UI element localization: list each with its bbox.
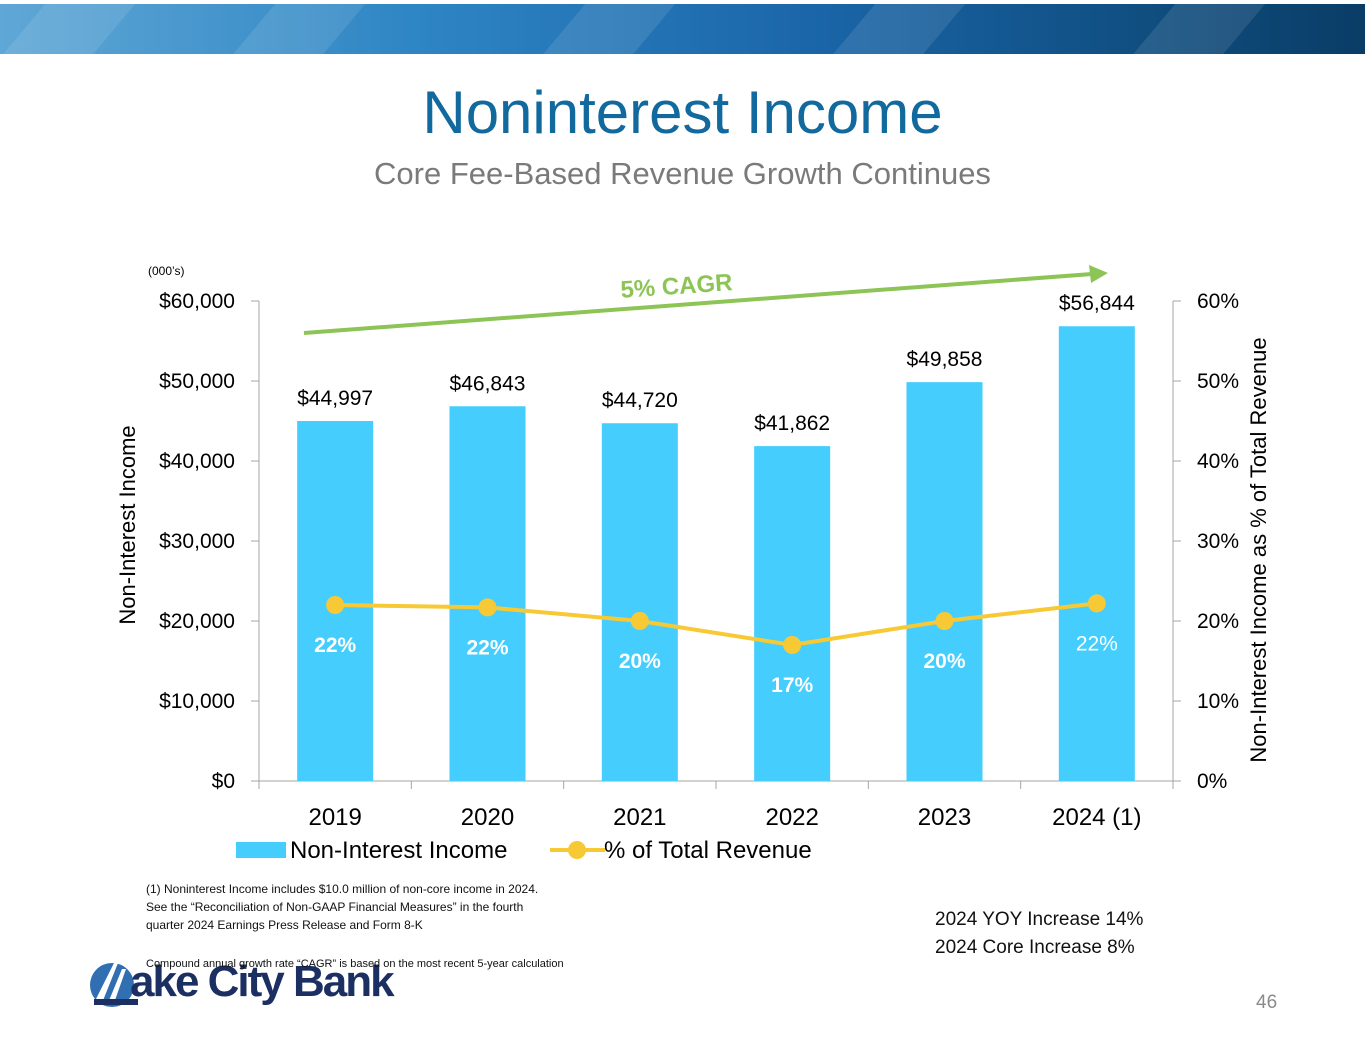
- y2-tick-label: 30%: [1197, 530, 1239, 553]
- lake-city-bank-logo: ake City Bank: [88, 955, 418, 1017]
- percent-label: 22%: [1076, 632, 1118, 655]
- y-tick-label: $60,000: [159, 290, 235, 313]
- y-tick-label: $50,000: [159, 370, 235, 393]
- bar: [754, 446, 831, 781]
- percent-point: [478, 598, 497, 617]
- x-tick-label: 2024 (1): [1052, 804, 1141, 831]
- page-subtitle: Core Fee-Based Revenue Growth Continues: [374, 156, 991, 191]
- percent-label: 22%: [314, 634, 356, 657]
- x-tick-label: 2019: [308, 804, 361, 831]
- bar-value-label: $56,844: [1059, 292, 1135, 315]
- y-tick-label: $20,000: [159, 610, 235, 633]
- percent-label: 20%: [619, 650, 661, 673]
- page-number: 46: [1256, 992, 1278, 1013]
- y2-tick-label: 40%: [1197, 450, 1239, 473]
- bar: [906, 382, 983, 781]
- y2-tick-label: 0%: [1197, 770, 1227, 793]
- x-tick-label: 2020: [461, 804, 514, 831]
- header-banner: [0, 4, 1365, 54]
- x-tick-label: 2022: [765, 804, 818, 831]
- percent-point: [326, 596, 345, 614]
- percent-point: [1087, 594, 1106, 613]
- y-axis-title: Non-Interest Income: [115, 425, 140, 624]
- footnote-cagr: Compound annual growth rate “CAGR” is ba…: [146, 958, 564, 970]
- percent-point: [935, 612, 954, 630]
- x-tick-label: 2021: [613, 804, 666, 831]
- bar: [449, 406, 526, 781]
- bar: [1058, 326, 1135, 781]
- percent-label: 22%: [466, 636, 508, 659]
- legend-label-line: % of Total Revenue: [604, 837, 812, 864]
- bar-value-label: $49,858: [907, 348, 983, 371]
- y-tick-label: $0: [212, 770, 235, 793]
- bar-value-label: $44,997: [297, 387, 373, 410]
- bar-value-label: $41,862: [754, 412, 830, 435]
- legend-label-bars: Non-Interest Income: [290, 837, 507, 864]
- y-tick-label: $30,000: [159, 530, 235, 553]
- footnote-reconciliation: (1) Noninterest Income includes $10.0 mi…: [146, 882, 539, 932]
- units-label: (000’s): [148, 264, 185, 278]
- y2-axis-title: Non-Interest Income as % of Total Revenu…: [1246, 337, 1271, 762]
- y2-tick-label: 10%: [1197, 690, 1239, 713]
- legend-swatch-point: [568, 841, 586, 859]
- percent-label: 20%: [923, 650, 965, 673]
- percent-line: [335, 601, 1098, 648]
- core-increase-text: 2024 Core Increase 8%: [935, 937, 1135, 958]
- cagr-annotation: 5% CAGR: [620, 269, 734, 304]
- y-tick-label: $10,000: [159, 690, 235, 713]
- cagr-arrow-line: [303, 272, 1093, 335]
- legend-swatch-bars: [236, 842, 286, 858]
- logo-text: ake City Bank: [130, 957, 395, 1006]
- logo-mark-icon: [90, 963, 138, 1007]
- yoy-increase-text: 2024 YOY Increase 14%: [935, 909, 1144, 930]
- y-tick-label: $40,000: [159, 450, 235, 473]
- yoy-highlights: 2024 YOY Increase 14% 2024 Core Increase…: [935, 906, 1143, 962]
- percent-label: 17%: [771, 674, 813, 697]
- y2-tick-label: 60%: [1197, 290, 1239, 313]
- x-tick-label: 2023: [918, 804, 971, 831]
- cagr-arrowhead: [1089, 265, 1108, 283]
- page-title: Noninterest Income: [422, 79, 943, 146]
- y2-tick-label: 50%: [1197, 370, 1239, 393]
- percent-point: [783, 636, 802, 654]
- bar-value-label: $46,843: [450, 372, 526, 395]
- bar-value-label: $44,720: [602, 389, 678, 412]
- y2-tick-label: 20%: [1197, 610, 1239, 633]
- bar: [601, 423, 678, 781]
- percent-point: [630, 612, 649, 630]
